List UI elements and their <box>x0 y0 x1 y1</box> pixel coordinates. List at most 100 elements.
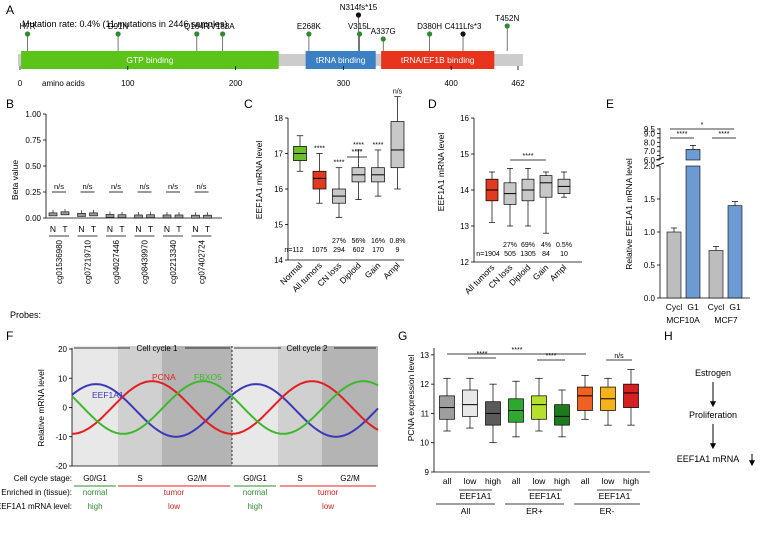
b-box <box>203 214 212 219</box>
mutation-dot <box>460 31 466 37</box>
phase-band-3 <box>232 346 278 466</box>
mutation-dot <box>306 31 312 37</box>
b-nt-label: N <box>107 224 113 234</box>
g-group-label: ER- <box>600 506 615 516</box>
f-tick-label: 20 <box>58 345 67 354</box>
mutation-label: T452N <box>495 14 519 23</box>
probe-label: cg02213340 <box>169 239 178 284</box>
mutation-lollipops: H7R D91N Q164R V188A E268K N314fs*15 V315LA337… <box>20 3 519 51</box>
mutation-dot <box>427 31 433 37</box>
c-count: 170 <box>372 247 384 254</box>
d-percent: 27% <box>503 242 517 249</box>
panel-d-ylabel: EEF1A1 mRNA level <box>436 133 446 212</box>
stage-name: S <box>137 474 142 483</box>
stage-name: G2/M <box>187 474 207 483</box>
stage-name: G0/G1 <box>243 474 267 483</box>
probe-label: cg04027446 <box>112 239 121 284</box>
panel-c-yaxis: 14 15 16 17 18 <box>274 114 288 265</box>
c-count: 602 <box>353 247 365 254</box>
phase-band-1 <box>118 346 162 466</box>
g-box <box>623 383 639 408</box>
panel-e-yaxis: 0.0 0.5 1.0 1.5 2.06.07.08.09.09.5 <box>644 125 660 303</box>
domain-1 <box>305 51 376 69</box>
aa-tick-label: 100 <box>121 79 135 88</box>
d-group-label: Gain <box>531 262 551 282</box>
cycle1-label: Cell cycle 1 <box>137 344 178 353</box>
curve-fbxo5 <box>71 380 379 435</box>
c-box <box>390 121 405 169</box>
level-label: EEF1A1 mRNA level: <box>0 502 72 511</box>
c-tick-label: 15 <box>274 221 283 230</box>
panel-h-letter: H <box>664 329 673 343</box>
g-tick-label: 9 <box>425 468 430 477</box>
e-bar-top <box>685 149 701 161</box>
b-ns: n/s <box>54 182 64 191</box>
c-tick-label: 14 <box>274 256 283 265</box>
d-count: 505 <box>504 251 516 258</box>
e-cell-line: MCF10A <box>666 315 700 325</box>
e-tick-label: 6.0 <box>644 156 656 165</box>
g-xlabel: low <box>464 476 478 486</box>
b-box <box>146 214 155 219</box>
g-xlabel: all <box>512 476 521 486</box>
tissue-normal: normal <box>243 488 268 497</box>
stage-name: G0/G1 <box>83 474 107 483</box>
b-ns: n/s <box>196 182 206 191</box>
b-box <box>48 212 58 217</box>
c-count: 294 <box>333 247 345 254</box>
tissue-label: Enriched in (tissue): <box>1 488 72 497</box>
e-tick-label: 1.0 <box>644 228 656 237</box>
e-tick-label: 1.5 <box>644 195 656 204</box>
aa-tick-label: 400 <box>444 79 458 88</box>
c-sig: **** <box>314 146 325 153</box>
g-xlabel: all <box>581 476 590 486</box>
probe-label: cg07402724 <box>198 239 207 284</box>
g-group-label: ER+ <box>526 506 543 516</box>
probe-label: cg08439970 <box>141 239 150 284</box>
domain-label: GTP binding <box>126 55 173 65</box>
e-bar-label: Cycl <box>666 302 683 312</box>
g-xlabel: all <box>443 476 452 486</box>
b-nt-label: T <box>91 224 96 234</box>
g-xlabel: high <box>554 476 570 486</box>
panel-g-ylabel: PCNA expression level <box>406 355 416 442</box>
e-bar-label: G1 <box>687 302 699 312</box>
f-tick-label: 0 <box>63 404 68 413</box>
c-tick-label: 18 <box>274 114 283 123</box>
b-box <box>117 214 127 219</box>
g-xlabel: high <box>623 476 639 486</box>
e-tick-label: 2.0 <box>644 162 656 171</box>
b-box <box>89 212 98 217</box>
phase-band-0 <box>72 346 118 466</box>
cell-cycle-phase-bands <box>72 346 378 466</box>
node-proliferation: Proliferation <box>689 410 737 420</box>
panel-c-letter: C <box>244 97 253 111</box>
domain-0 <box>21 51 279 69</box>
panel-e-sig-c: **** <box>719 131 730 138</box>
c-group-label: Diploid <box>337 260 363 286</box>
mrna-curves <box>71 380 379 438</box>
c-tick-label: 17 <box>274 150 283 159</box>
panel-c: C EEF1A1 mRNA level 14 15 16 17 18 Normal***… <box>244 89 405 294</box>
b-ns: n/s <box>111 182 121 191</box>
d-tick-label: 15 <box>460 150 469 159</box>
level-value: high <box>87 502 102 511</box>
node-eef1a1-mrna: EEF1A1 mRNA <box>677 454 740 464</box>
tissue-tumor: tumor <box>164 488 185 497</box>
panel-e: E Relative EEF1A1 mRNA level 0.0 0.5 1.0 1.… <box>606 97 750 325</box>
g-tick-label: 11 <box>421 409 430 418</box>
g-tick-label: 13 <box>420 351 429 360</box>
panel-e-sig-b: * <box>701 122 704 129</box>
b-nt-label: N <box>50 224 56 234</box>
mutation-label: D380H <box>417 22 442 31</box>
domain-label: tRNA binding <box>316 55 366 65</box>
panel-f-letter: F <box>6 329 13 343</box>
e-bar-label: Cycl <box>708 302 725 312</box>
b-box <box>60 211 70 216</box>
e-bar <box>727 205 743 299</box>
e-tick-label: 9.0 <box>644 129 656 138</box>
panel-a: A Mutation rate: 0.4% (11 mutations in 2… <box>6 3 525 88</box>
b-tick-label: 0.75 <box>25 136 41 145</box>
